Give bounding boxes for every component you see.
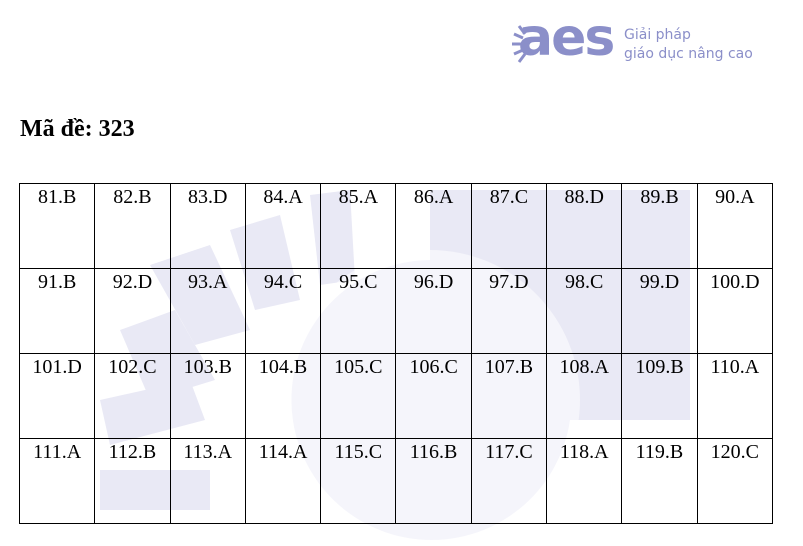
table-cell: 120.C bbox=[696, 438, 774, 524]
table-row: 91.B 92.D 93.A 94.C 95.C 96.D 97.D 98.C 99.D 100.… bbox=[18, 268, 774, 354]
table-cell: 94.C bbox=[244, 268, 322, 354]
table-cell: 119.B bbox=[621, 438, 698, 524]
table-cell: 107.B bbox=[470, 353, 548, 439]
table-cell: 99.D bbox=[621, 268, 698, 354]
table-cell: 103.B bbox=[169, 353, 246, 439]
table-cell: 109.B bbox=[621, 353, 698, 439]
table-cell: 114.A bbox=[244, 438, 322, 524]
table-cell: 113.A bbox=[169, 438, 246, 524]
table-cell: 105.C bbox=[320, 353, 397, 439]
table-row: 81.B 82.B 83.D 84.A 85.A 86.A 87.C 88.D 89.B 90.A bbox=[18, 183, 774, 269]
table-cell: 91.B bbox=[18, 268, 96, 354]
table-cell: 108.A bbox=[546, 353, 623, 439]
table-cell: 86.A bbox=[395, 183, 472, 269]
tagline: Giải pháp giáo dục nâng cao bbox=[624, 26, 753, 64]
table-cell: 118.A bbox=[546, 438, 623, 524]
table-cell: 97.D bbox=[470, 268, 548, 354]
brand: aes bbox=[518, 8, 615, 68]
table-cell: 112.B bbox=[94, 438, 171, 524]
title: Mã đề: 323 bbox=[20, 116, 135, 142]
tagline-line: giáo dục nâng cao bbox=[624, 46, 753, 62]
answer-table: 81.B 82.B 83.D 84.A 85.A 86.A 87.C 88.D 89.B 90.A… bbox=[18, 183, 774, 524]
table-cell: 110.A bbox=[696, 353, 774, 439]
table-cell: 100.D bbox=[696, 268, 774, 354]
table-cell: 98.C bbox=[546, 268, 623, 354]
table-cell: 115.C bbox=[320, 438, 397, 524]
tagline-line: Giải pháp bbox=[624, 27, 691, 43]
logo-icon bbox=[512, 25, 527, 63]
table-cell: 90.A bbox=[696, 183, 774, 269]
table-cell: 84.A bbox=[244, 183, 322, 269]
table-cell: 95.C bbox=[320, 268, 397, 354]
table-cell: 89.B bbox=[621, 183, 698, 269]
table-cell: 101.D bbox=[18, 353, 96, 439]
table-cell: 92.D bbox=[94, 268, 171, 354]
table-cell: 96.D bbox=[395, 268, 472, 354]
table-cell: 87.C bbox=[470, 183, 548, 269]
table-cell: 116.B bbox=[395, 438, 472, 524]
table-cell: 85.A bbox=[320, 183, 397, 269]
table-cell: 93.A bbox=[169, 268, 246, 354]
table-cell: 82.B bbox=[94, 183, 171, 269]
table-cell: 102.C bbox=[94, 353, 171, 439]
table-cell: 81.B bbox=[18, 183, 96, 269]
table-row: 111.A 112.B 113.A 114.A 115.C 116.B 117.C 118.A… bbox=[18, 438, 774, 524]
table-cell: 117.C bbox=[470, 438, 548, 524]
table-cell: 88.D bbox=[546, 183, 623, 269]
table-cell: 83.D bbox=[169, 183, 246, 269]
table-cell: 104.B bbox=[244, 353, 322, 439]
table-cell: 106.C bbox=[395, 353, 472, 439]
table-cell: 111.A bbox=[18, 438, 96, 524]
table-row: 101.D 102.C 103.B 104.B 105.C 106.C 107.B 108.A… bbox=[18, 353, 774, 439]
